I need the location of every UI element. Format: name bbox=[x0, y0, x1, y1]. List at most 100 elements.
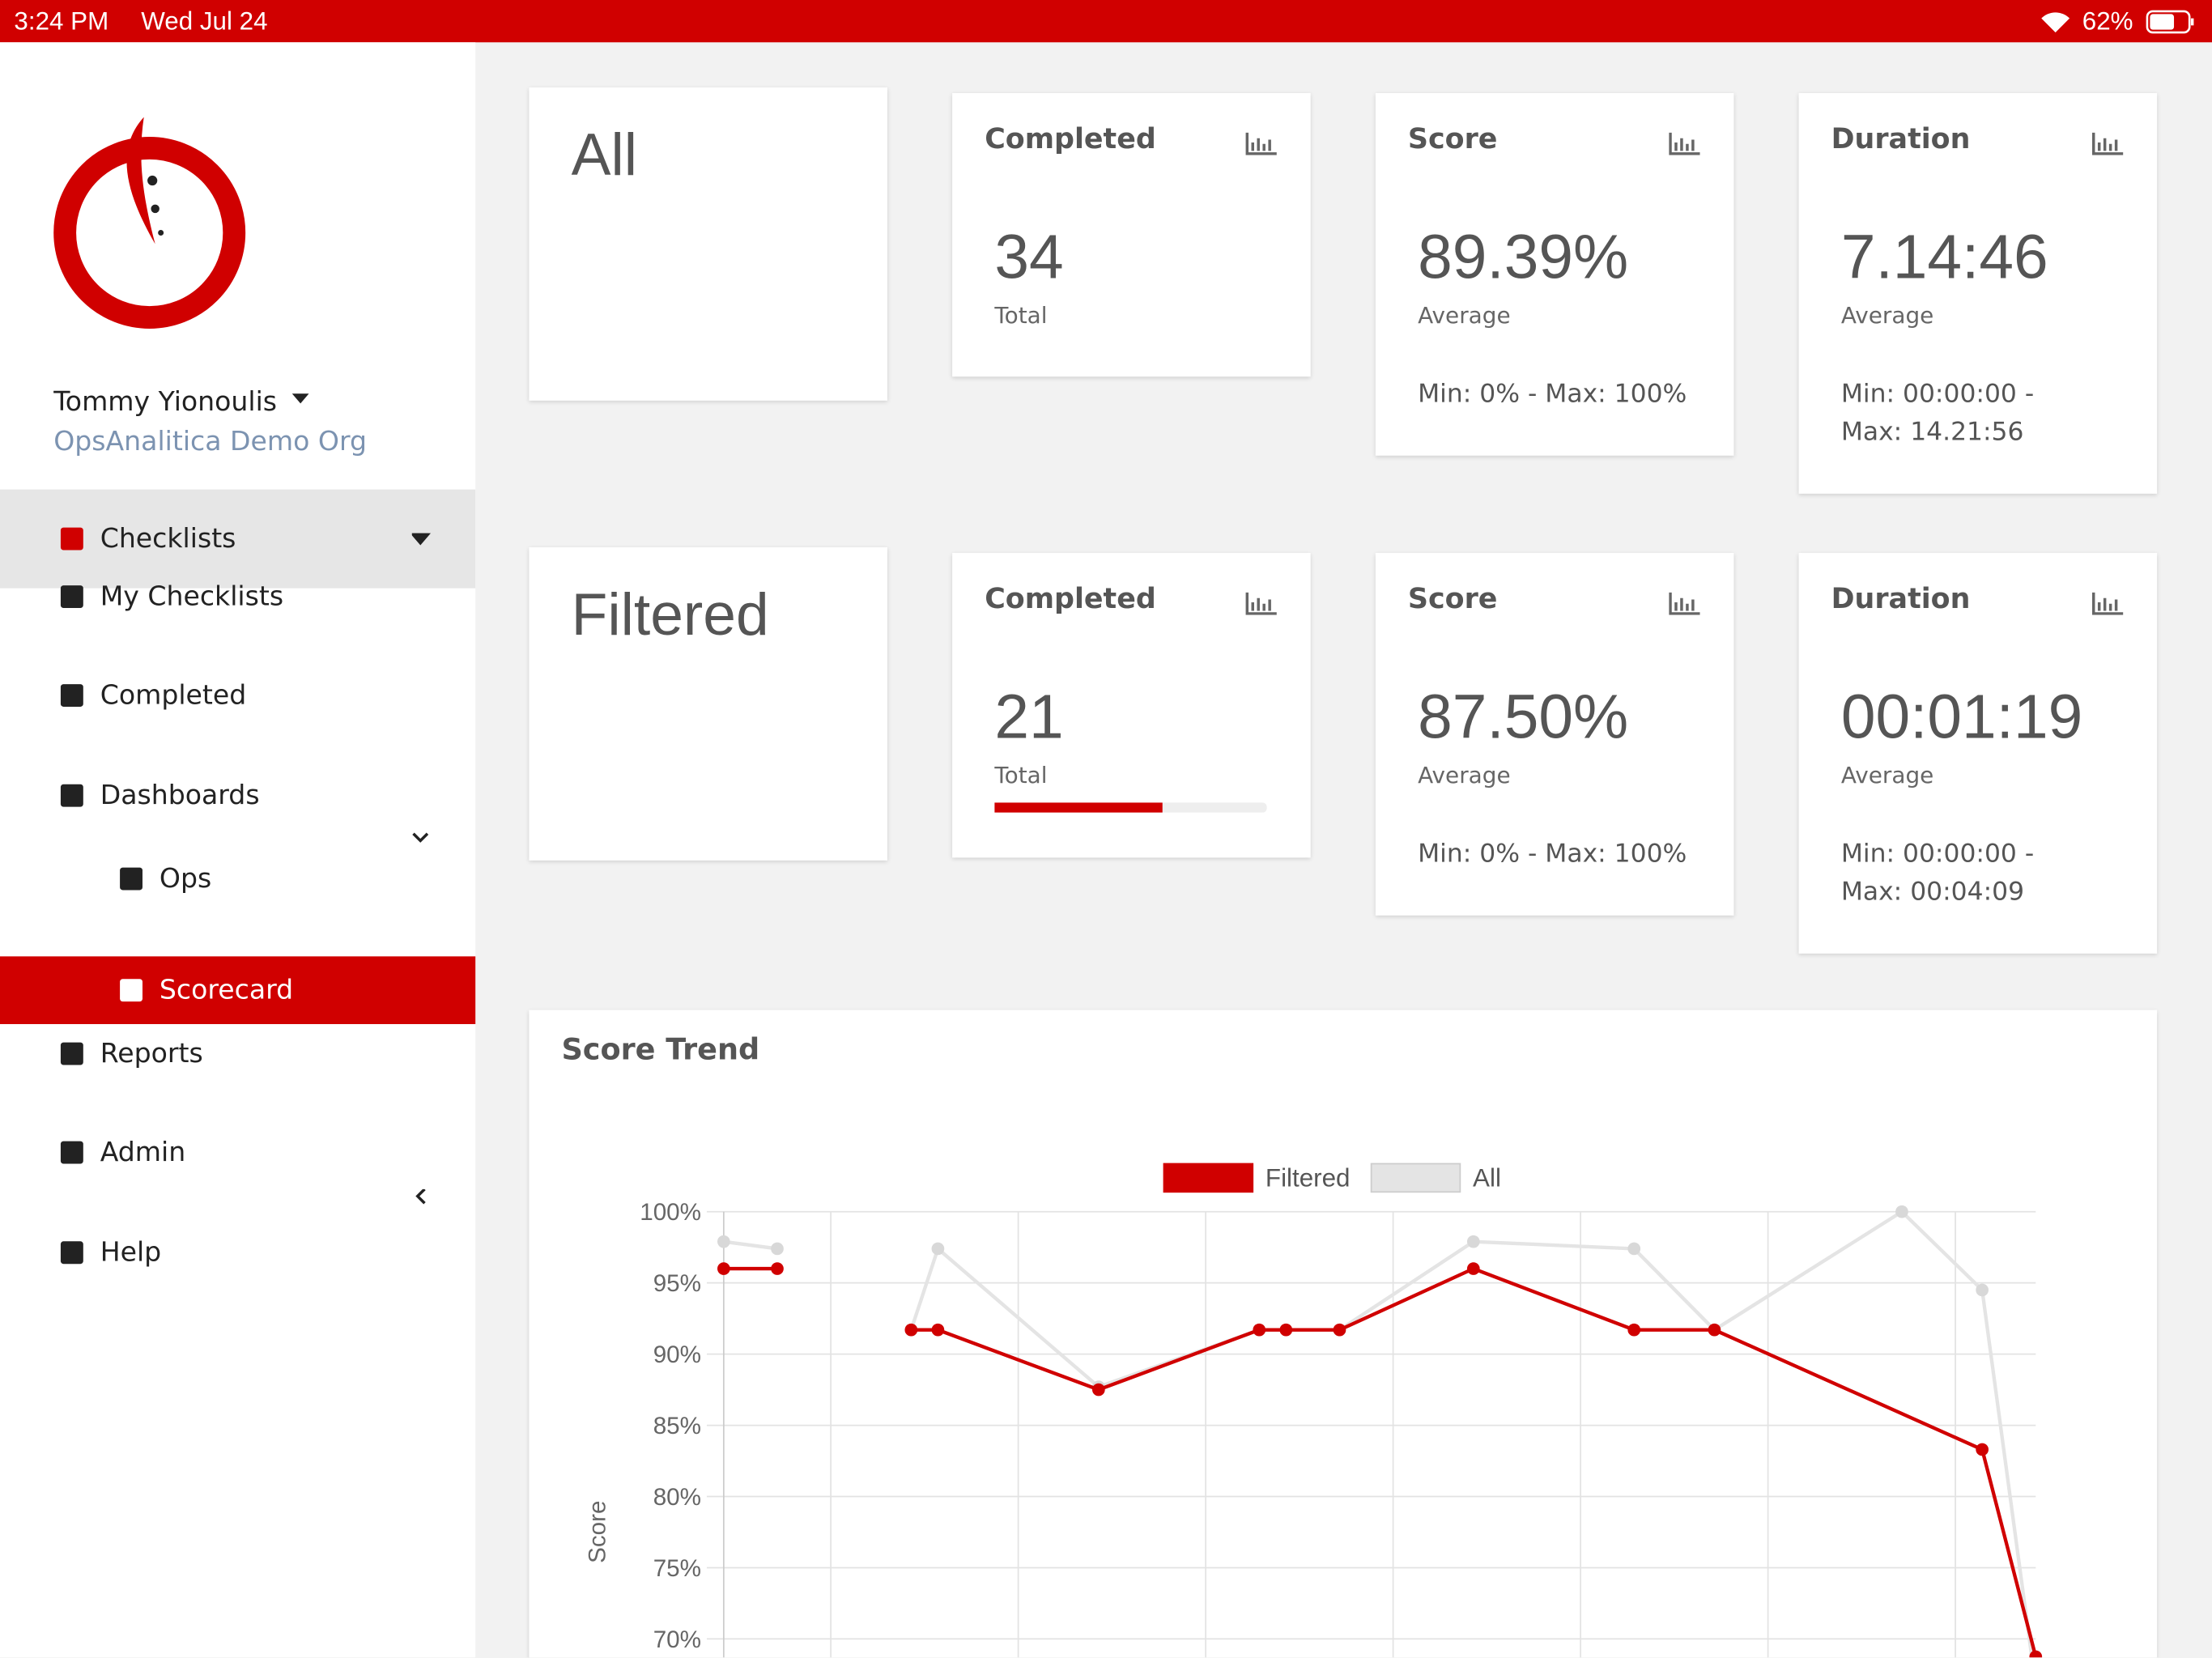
nav-item[interactable]: Ops bbox=[0, 845, 475, 913]
nav-item[interactable]: Admin bbox=[0, 1119, 475, 1187]
chart-icon[interactable] bbox=[1669, 592, 1700, 615]
row-label-card: Filtered bbox=[529, 547, 887, 861]
nav-label[interactable]: Completed bbox=[100, 679, 247, 712]
data-point bbox=[931, 1323, 945, 1337]
card-value: 7.14:46 bbox=[1840, 223, 2048, 292]
data-point bbox=[1333, 1323, 1346, 1337]
nav-icon bbox=[60, 1042, 83, 1065]
card-sub: Average bbox=[1840, 761, 1934, 789]
org-name: OpsAnalitica Demo Org bbox=[53, 426, 368, 457]
checklists-caret[interactable] bbox=[411, 533, 432, 551]
chart: Score Trend Score 70% 75% 80% 85% 90% 95% 100%… bbox=[561, 1032, 2043, 1658]
chart-icon[interactable] bbox=[1245, 132, 1277, 155]
data-point bbox=[1627, 1323, 1641, 1337]
logo bbox=[53, 117, 246, 329]
data-point bbox=[771, 1262, 784, 1275]
nav-item[interactable]: Completed bbox=[0, 661, 475, 729]
nav-label[interactable]: Ops bbox=[159, 863, 212, 895]
y-tick-label: 90% bbox=[653, 1341, 701, 1368]
nav-label[interactable]: Help bbox=[100, 1237, 162, 1269]
stat-card: Score 87.50% Average Min: 0% - Max: 100% bbox=[1375, 553, 1734, 916]
data-point bbox=[1627, 1242, 1641, 1256]
card-range: Min: 0% - Max: 100% bbox=[1418, 375, 1687, 413]
nav-item[interactable]: Scorecard bbox=[0, 956, 476, 1024]
nav-label[interactable]: Checklists bbox=[100, 523, 236, 555]
nav-item[interactable]: My Checklists bbox=[0, 563, 475, 631]
data-point bbox=[1091, 1383, 1105, 1397]
nav-label[interactable]: Scorecard bbox=[159, 974, 294, 1006]
legend-swatch bbox=[1370, 1163, 1461, 1193]
nav-item[interactable]: Dashboards bbox=[0, 762, 475, 830]
nav-label[interactable]: My Checklists bbox=[100, 580, 284, 613]
chart-icon[interactable] bbox=[1245, 592, 1277, 615]
stat-card: Duration 7.14:46 Average Min: 00:00:00 - Max… bbox=[1798, 92, 2158, 494]
nav-icon bbox=[60, 1241, 83, 1265]
nav-icon bbox=[60, 784, 83, 807]
progress-track bbox=[994, 802, 1267, 813]
stat-card: Duration 00:01:19 Average Min: 00:00:00 - Ma… bbox=[1798, 553, 2158, 954]
data-point bbox=[931, 1242, 945, 1256]
series-line bbox=[723, 1266, 2038, 1657]
stat-card: Completed 21 Total bbox=[952, 553, 1311, 858]
card-value: 34 bbox=[994, 223, 1064, 292]
user-caret[interactable] bbox=[291, 393, 309, 405]
nav-icon bbox=[120, 867, 143, 891]
chart-icon[interactable] bbox=[1669, 132, 1700, 155]
y-tick-label: 95% bbox=[653, 1270, 701, 1297]
row-label: All bbox=[571, 121, 638, 188]
chart-title: Score Trend bbox=[561, 1032, 759, 1067]
data-point bbox=[1976, 1283, 1989, 1297]
nav-icon bbox=[60, 684, 83, 707]
nav-item[interactable]: Reports bbox=[0, 1020, 475, 1088]
range-line: Max: 00:04:09 bbox=[1840, 877, 2025, 908]
user-name[interactable]: Tommy Yionoulis bbox=[53, 386, 278, 418]
battery-icon bbox=[2146, 10, 2194, 34]
card-title: Duration bbox=[1831, 121, 1971, 155]
date: Wed Jul 24 bbox=[141, 6, 268, 36]
row-label: Filtered bbox=[571, 580, 769, 648]
nav-icon bbox=[60, 1141, 83, 1164]
status-bar: 3:24 PM Wed Jul 24 62% bbox=[0, 0, 2212, 43]
chart-icon[interactable] bbox=[2091, 132, 2124, 155]
range-line: Min: 00:00:00 - bbox=[1840, 839, 2035, 869]
chart-card: Score Trend Score 70% 75% 80% 85% 90% 95% 100%… bbox=[529, 1010, 2158, 1658]
data-point bbox=[1253, 1323, 1266, 1337]
nav-label[interactable]: Dashboards bbox=[100, 780, 260, 811]
chart-icon[interactable] bbox=[2091, 592, 2124, 615]
data-point bbox=[1466, 1262, 1480, 1275]
dashboards-caret[interactable] bbox=[412, 832, 432, 849]
card-value: 00:01:19 bbox=[1840, 682, 2083, 752]
y-tick-label: 70% bbox=[653, 1626, 701, 1653]
nav-item[interactable]: Checklists bbox=[0, 489, 476, 589]
nav-icon bbox=[60, 527, 83, 551]
range-line: Max: 14.21:56 bbox=[1840, 417, 2024, 448]
card-title: Duration bbox=[1831, 580, 1971, 615]
time: 3:24 PM bbox=[14, 6, 109, 36]
range-line: Min: 0% - Max: 100% bbox=[1418, 379, 1687, 410]
card-sub: Average bbox=[1418, 301, 1511, 329]
nav-icon bbox=[60, 585, 83, 608]
stat-card: Completed 34 Total bbox=[952, 92, 1311, 377]
card-title: Score bbox=[1407, 121, 1498, 155]
nav-label[interactable]: Admin bbox=[100, 1137, 186, 1168]
card-title: Completed bbox=[985, 121, 1156, 155]
range-line: Min: 0% - Max: 100% bbox=[1418, 839, 1687, 869]
card-range: Min: 00:00:00 - Max: 14.21:56 bbox=[1841, 375, 2034, 451]
y-axis-label: Score bbox=[584, 1501, 610, 1563]
data-point bbox=[904, 1323, 918, 1337]
card-range: Min: 0% - Max: 100% bbox=[1418, 835, 1687, 874]
admin-caret[interactable] bbox=[415, 1188, 434, 1206]
card-sub: Total bbox=[994, 301, 1048, 329]
card-value: 21 bbox=[994, 682, 1064, 752]
legend-label: Filtered bbox=[1266, 1163, 1351, 1192]
series-line bbox=[723, 1209, 2034, 1658]
wifi-icon bbox=[2041, 12, 2070, 33]
nav-label[interactable]: Reports bbox=[100, 1038, 203, 1069]
nav-item[interactable]: Help bbox=[0, 1218, 475, 1286]
sidebar: Tommy Yionoulis OpsAnalitica Demo Org Ch… bbox=[0, 42, 476, 1658]
legend-label: All bbox=[1473, 1163, 1501, 1192]
progress-bar bbox=[994, 802, 1163, 813]
data-point bbox=[1976, 1443, 1989, 1456]
nav-icon bbox=[120, 979, 143, 1002]
y-tick-label: 75% bbox=[653, 1555, 701, 1582]
